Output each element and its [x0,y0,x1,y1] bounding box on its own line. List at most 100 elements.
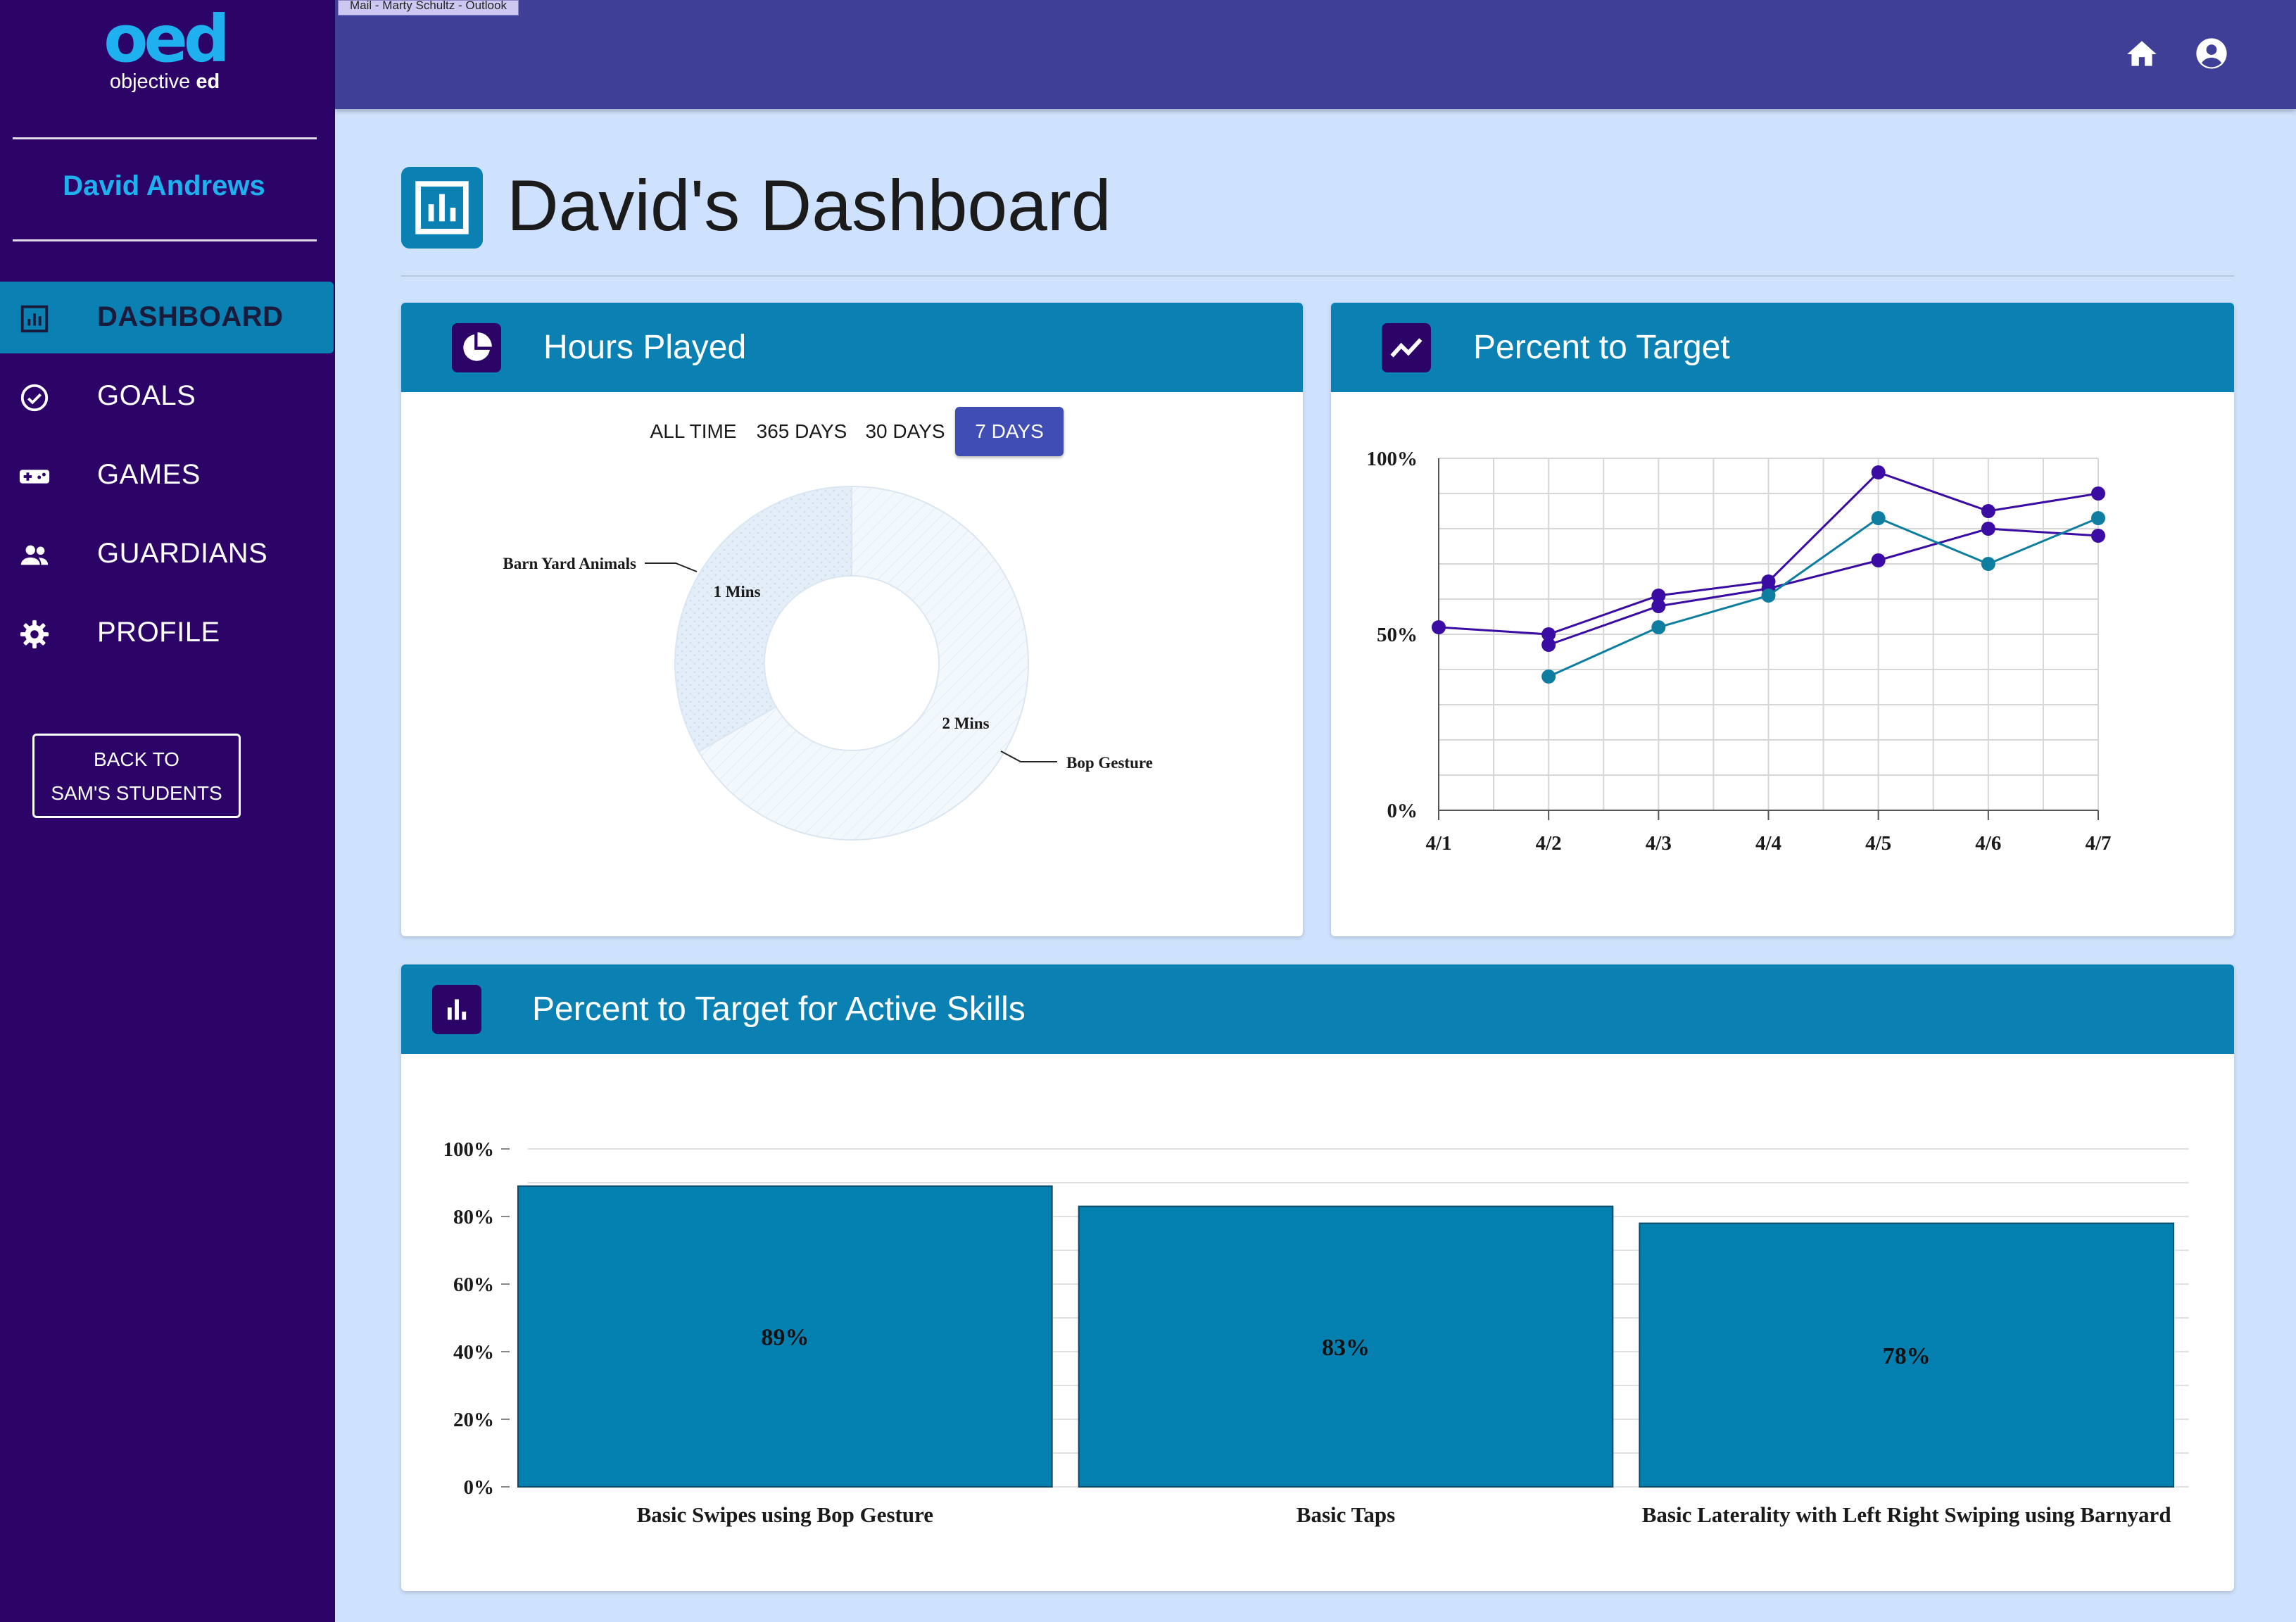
card-header: Percent to Target [1331,303,2234,392]
bar-chart-icon [432,985,481,1034]
window-tooltip: Mail - Marty Schultz - Outlook [338,0,519,15]
bar-value-label: 89% [761,1324,809,1350]
dashboard-icon [401,167,483,249]
y-tick-label: 40% [453,1341,494,1364]
hours-played-chart: Barn Yard Animals 1 Mins Bop Gesture 2 M… [503,485,1153,841]
check-circle-icon [20,384,49,412]
legend-label: Bop Gesture [1066,754,1153,772]
y-tick-label: 60% [453,1274,494,1296]
x-tick-label: 4/1 [1425,832,1451,855]
card-title: Percent to Target for Active Skills [532,991,1026,1028]
x-tick-label: 4/6 [1975,832,2001,855]
logo: oed objective ed [0,1,329,101]
divider [13,239,317,241]
y-tick-label: 80% [453,1206,494,1228]
y-tick-label: 50% [1377,624,1418,646]
sidebar-item-label: DASHBOARD [97,301,284,332]
data-label: 2 Mins [942,715,989,732]
y-tick-label: 100% [443,1138,495,1161]
sidebar-item-label: GOALS [97,380,196,411]
trending-line-icon [1382,323,1431,372]
bar[interactable] [517,1185,1053,1488]
active-skills-card: Percent to Target for Active Skills 0% 20… [401,964,2234,1591]
y-tick-label: 0% [1387,800,1418,822]
range-tab-365-days[interactable]: 365 DAYS [756,420,847,442]
pie-slice [674,485,852,753]
legend-label: Barn Yard Animals [503,555,636,572]
divider [401,275,2234,277]
back-to-students-button[interactable]: BACK TO SAM'S STUDENTS [32,734,241,818]
sidebar-item-label: GUARDIANS [97,538,268,569]
divider [13,137,317,139]
logo-text: objective ed [109,70,220,93]
y-tick-label: 100% [1367,448,1418,470]
y-tick-label: 0% [464,1476,495,1499]
data-point[interactable] [1981,557,1995,571]
series-line [1548,517,2099,678]
data-point[interactable] [1541,638,1556,652]
range-tab-7-days[interactable]: 7 DAYS [955,407,1064,456]
percent-to-target-chart: 4/1 4/2 4/3 4/4 4/5 4/6 4/7 0% 50% 100% [1367,448,2112,855]
bar[interactable] [1639,1222,2175,1488]
data-point[interactable] [1981,504,1995,518]
sidebar-item-guardians[interactable]: GUARDIANS [0,518,334,590]
sidebar-item-goals[interactable]: GOALS [0,360,334,432]
card-header: Percent to Target for Active Skills [401,964,2234,1054]
sidebar-item-dashboard[interactable]: DASHBOARD [0,282,334,353]
data-point[interactable] [1541,669,1556,684]
data-point[interactable] [1651,599,1666,613]
hours-played-card: Hours Played ALL TIME 365 DAYS 30 DAYS 7… [401,303,1303,936]
gamepad-icon [19,470,50,484]
home-icon[interactable] [2124,37,2159,72]
account-circle-icon[interactable] [2193,35,2230,72]
slice-label-barn-yard: Barn Yard Animals 1 Mins [503,555,760,601]
y-tick-label: 20% [453,1409,494,1431]
user-name: David Andrews [63,170,265,201]
sidebar-item-profile[interactable]: PROFILE [0,597,334,669]
x-tick-label: 4/5 [1865,832,1891,855]
bar[interactable] [1078,1205,1614,1488]
x-tick-label: 4/7 [2085,832,2111,855]
card-header: Hours Played [401,303,1303,392]
line-series [1541,511,2105,684]
data-point[interactable] [2091,529,2105,543]
bar-chart-icon [20,305,49,333]
x-tick-label: Basic Laterality with Left Right Swiping… [1642,1502,2171,1527]
people-icon [20,545,49,565]
sidebar-item-games[interactable]: GAMES [0,439,334,511]
data-point[interactable] [1871,553,1886,567]
slice-label-bop-gesture: Bop Gesture 2 Mins [942,715,1152,772]
x-tick-label: 4/2 [1536,832,1562,855]
data-point[interactable] [1981,522,1995,536]
sidebar-item-label: PROFILE [97,617,220,648]
page-title: David's Dashboard [507,165,1111,246]
data-point[interactable] [1541,627,1556,641]
pie-slice [698,485,1030,841]
bar-value-label: 83% [1322,1335,1370,1361]
top-app-bar [335,0,2296,109]
card-title: Hours Played [543,329,747,366]
data-point[interactable] [1651,620,1666,634]
data-point[interactable] [2091,511,2105,525]
gear-icon [20,620,49,649]
sidebar: oed objective ed David Andrews DASHBOARD… [0,0,335,1622]
x-tick-label: Basic Taps [1297,1502,1395,1527]
data-label: 1 Mins [713,583,760,601]
card-title: Percent to Target [1473,329,1730,366]
range-tab-30-days[interactable]: 30 DAYS [865,420,945,442]
sidebar-item-label: GAMES [97,459,201,490]
data-point[interactable] [1761,589,1776,603]
percent-to-target-card: Percent to Target 4/1 4/2 4/3 4/4 4/5 4/6 4/7 0… [1331,303,2234,936]
range-tab-all-time[interactable]: ALL TIME [650,420,737,442]
data-point[interactable] [1871,465,1886,479]
data-point[interactable] [1651,589,1666,603]
x-tick-label: 4/4 [1755,832,1781,855]
data-point[interactable] [1871,511,1886,525]
active-skills-chart: 0% 20% 40% 60% 80% 100% 89% Basic Swipes using … [443,1138,2189,1527]
x-tick-label: 4/3 [1646,832,1672,855]
logo-mark: oed [103,1,229,77]
bar-value-label: 78% [1883,1343,1931,1369]
data-point[interactable] [1432,620,1446,634]
data-point[interactable] [2091,486,2105,501]
pie-chart-icon [452,323,501,372]
